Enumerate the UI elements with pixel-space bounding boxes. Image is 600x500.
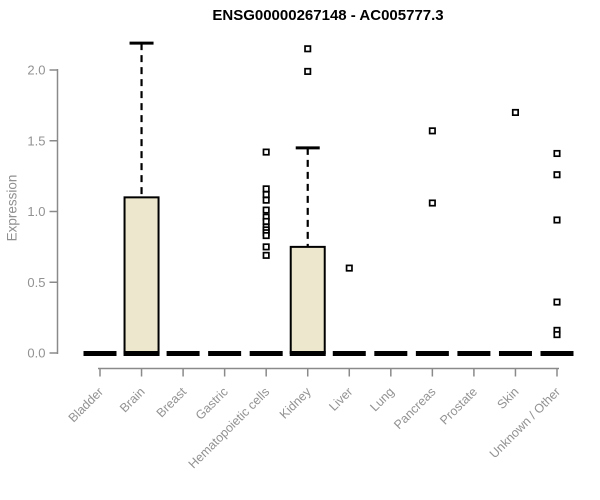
x-tick-label-breast: Breast [154, 384, 190, 420]
outlier-hematopoietic-cells [262, 185, 270, 193]
x-tick-label-hematopoietic-cells: Hematopoietic cells [186, 385, 273, 472]
median-bladder [83, 351, 117, 356]
outlier-hematopoietic-cells [262, 148, 270, 156]
outlier-hematopoietic-cells [262, 196, 270, 204]
outlier-hematopoietic-cells [262, 232, 270, 240]
outlier-pancreas [428, 127, 436, 135]
outlier-unknown-other [553, 149, 561, 158]
median-gastric [208, 351, 242, 356]
x-tick-label-prostate: Prostate [437, 385, 480, 428]
median-breast [166, 351, 200, 356]
outlier-hematopoietic-cells [262, 206, 270, 214]
box-brain [123, 196, 160, 354]
outlier-pancreas [428, 199, 436, 207]
x-tick-label-gastric: Gastric [193, 385, 231, 423]
y-tick-label: 1.0 [27, 204, 45, 219]
x-tick-label-liver: Liver [326, 385, 355, 414]
outlier-unknown-other [553, 331, 561, 339]
median-lung [374, 351, 408, 356]
outlier-liver [345, 264, 353, 272]
outlier-hematopoietic-cells [262, 217, 270, 225]
x-tick-label-brain: Brain [117, 385, 148, 416]
median-unknown-other [540, 351, 574, 356]
chart-title: ENSG00000267148 - AC005777.3 [212, 7, 444, 24]
median-hematopoietic-cells [249, 351, 283, 356]
median-prostate [457, 351, 491, 356]
median-pancreas [415, 351, 449, 356]
median-kidney [289, 351, 326, 356]
median-liver [332, 351, 366, 356]
y-tick-label: 2.0 [27, 63, 45, 78]
outlier-kidney [304, 67, 312, 75]
outlier-hematopoietic-cells [262, 190, 270, 199]
x-tick-label-unknown-other: Unknown / Other [487, 385, 563, 461]
outlier-skin [511, 108, 520, 117]
x-tick-label-bladder: Bladder [66, 385, 106, 425]
y-tick-label: 0.0 [27, 346, 45, 361]
x-tick-label-kidney: Kidney [277, 384, 314, 421]
outlier-kidney [304, 45, 312, 53]
x-tick-label-skin: Skin [494, 385, 521, 412]
outlier-hematopoietic-cells [262, 243, 270, 251]
outlier-unknown-other [553, 171, 561, 179]
outlier-hematopoietic-cells [262, 251, 270, 259]
median-skin [498, 351, 532, 356]
outlier-unknown-other [553, 298, 561, 306]
y-tick-label: 1.5 [27, 133, 45, 148]
x-tick-label-lung: Lung [367, 385, 397, 415]
median-brain [123, 351, 160, 356]
box-kidney [289, 245, 326, 354]
x-tick-label-pancreas: Pancreas [391, 385, 438, 432]
outlier-unknown-other [553, 216, 561, 224]
y-tick-label: 0.5 [27, 275, 45, 290]
